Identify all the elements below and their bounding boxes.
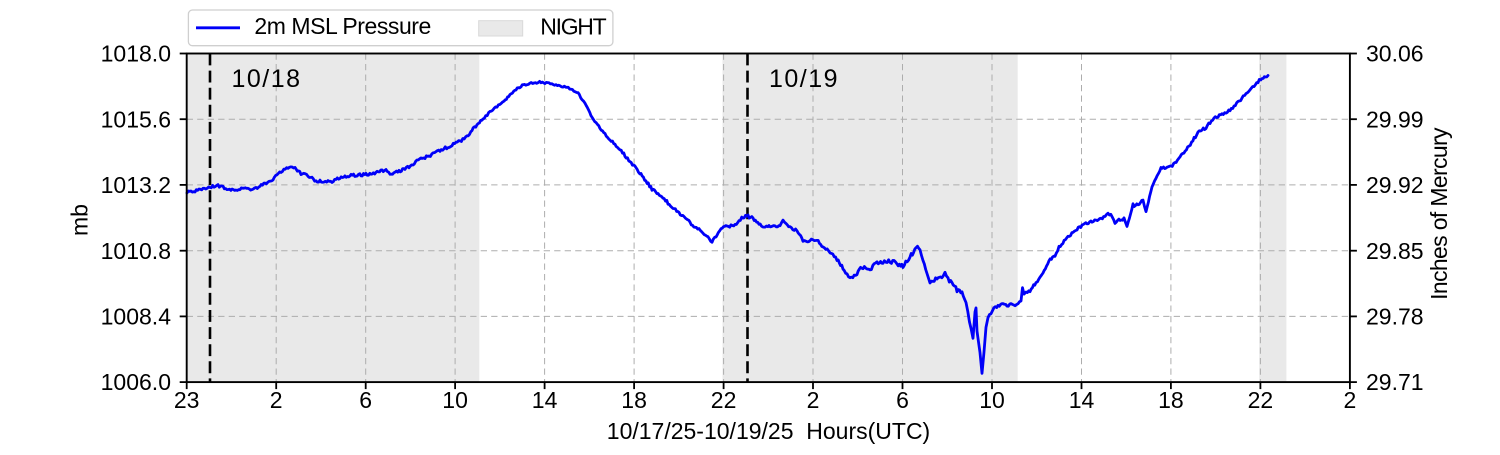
- svg-text:1006.0: 1006.0: [101, 369, 171, 395]
- svg-text:18: 18: [621, 387, 647, 413]
- svg-text:1018.0: 1018.0: [101, 41, 171, 67]
- svg-text:14: 14: [1069, 387, 1095, 413]
- svg-text:18: 18: [1158, 387, 1184, 413]
- svg-text:10/17/25-10/19/25 Hours(UTC): 10/17/25-10/19/25 Hours(UTC): [607, 418, 930, 444]
- svg-text:23: 23: [174, 387, 200, 413]
- svg-text:1015.6: 1015.6: [101, 106, 171, 132]
- svg-text:10/19: 10/19: [769, 65, 839, 93]
- svg-text:29.78: 29.78: [1366, 304, 1424, 330]
- svg-text:14: 14: [532, 387, 558, 413]
- svg-text:mb: mb: [67, 204, 93, 236]
- svg-text:2: 2: [270, 387, 283, 413]
- svg-text:29.85: 29.85: [1366, 238, 1424, 264]
- svg-text:29.92: 29.92: [1366, 172, 1424, 198]
- svg-text:10: 10: [442, 387, 468, 413]
- svg-text:22: 22: [1248, 387, 1274, 413]
- svg-text:29.99: 29.99: [1366, 106, 1424, 132]
- svg-text:6: 6: [896, 387, 909, 413]
- svg-text:10/18: 10/18: [232, 65, 302, 93]
- svg-text:NIGHT: NIGHT: [540, 14, 606, 40]
- svg-text:2m MSL Pressure: 2m MSL Pressure: [254, 13, 430, 39]
- svg-text:1008.4: 1008.4: [101, 304, 172, 330]
- svg-text:Inches of Mercury: Inches of Mercury: [1426, 127, 1452, 300]
- svg-text:1010.8: 1010.8: [101, 238, 171, 264]
- svg-text:2: 2: [807, 387, 820, 413]
- svg-text:1013.2: 1013.2: [101, 172, 171, 198]
- svg-text:30.06: 30.06: [1366, 41, 1424, 67]
- svg-text:10: 10: [979, 387, 1005, 413]
- svg-text:6: 6: [359, 387, 372, 413]
- svg-text:2: 2: [1344, 387, 1357, 413]
- svg-text:22: 22: [711, 387, 737, 413]
- svg-text:29.71: 29.71: [1366, 369, 1424, 395]
